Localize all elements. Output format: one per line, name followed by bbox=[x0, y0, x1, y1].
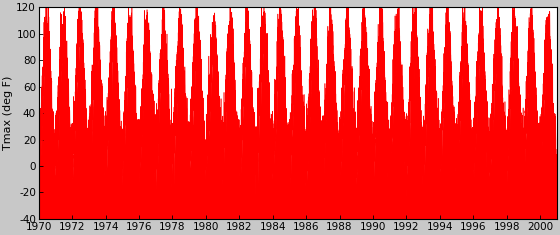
Y-axis label: Tmax (deg F): Tmax (deg F) bbox=[3, 76, 13, 150]
